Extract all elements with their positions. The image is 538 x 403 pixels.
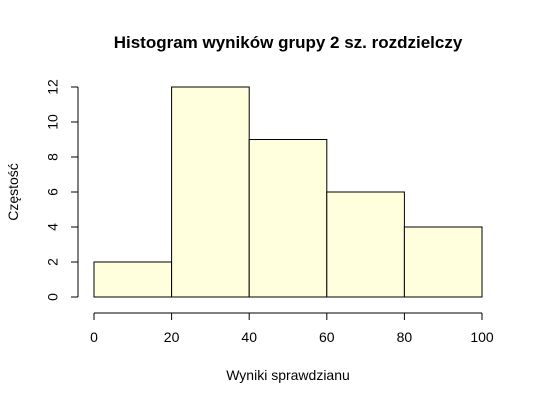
- histogram-bar-1: [93, 261, 173, 298]
- histogram-bar-3: [248, 139, 328, 298]
- x-tick-label: 40: [241, 329, 257, 345]
- histogram-bar-4: [326, 191, 405, 298]
- x-tick-label: 20: [164, 329, 180, 345]
- y-tick-label: 6: [45, 188, 61, 196]
- y-tick-label: 2: [45, 258, 61, 266]
- x-tick-label: 0: [90, 329, 98, 345]
- x-tick-label: 100: [470, 329, 494, 345]
- y-axis-label: Częstość: [5, 163, 21, 221]
- histogram-bar-5: [403, 226, 483, 298]
- y-axis: 0 2 4 6 8 10 12: [45, 79, 79, 301]
- y-tick-label: 8: [45, 153, 61, 161]
- bars-group: [93, 86, 483, 298]
- x-tick-label: 80: [397, 329, 413, 345]
- y-tick-label: 4: [45, 223, 61, 231]
- y-tick-label: 12: [45, 79, 61, 95]
- chart-title: Histogram wyników grupy 2 sz. rozdzielcz…: [114, 33, 463, 52]
- histogram-bar-2: [171, 86, 250, 298]
- x-axis-label: Wyniki sprawdzianu: [226, 367, 350, 383]
- x-tick-label: 60: [319, 329, 335, 345]
- y-tick-label: 0: [45, 293, 61, 301]
- x-axis: 0 20 40 60 80 100: [90, 312, 494, 345]
- y-tick-label: 10: [45, 114, 61, 130]
